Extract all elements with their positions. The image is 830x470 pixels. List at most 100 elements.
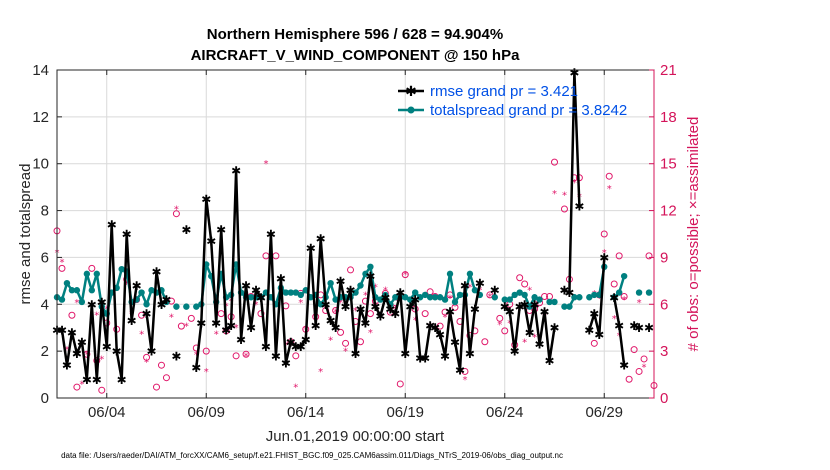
y-tick-label: 6 (41, 249, 49, 266)
rmse-point: ✱ (306, 242, 316, 256)
rmse-point: ✱ (72, 347, 82, 361)
rmse-point: ✱ (276, 272, 286, 286)
totalspread-point (133, 296, 140, 303)
rmse-point: ✱ (236, 333, 246, 347)
obs-assimilated-marker: * (642, 362, 647, 373)
obs-possible-marker (68, 311, 76, 319)
obs-possible-marker (516, 274, 524, 282)
obs-assimilated-marker: * (517, 290, 522, 301)
obs-assimilated-marker: * (144, 358, 149, 369)
rmse-point: ✱ (57, 324, 67, 338)
totalspread-point (58, 296, 66, 303)
totalspread-point (83, 270, 91, 278)
y-axis-ticks: 0 2 4 6 8 10 12 14 (32, 62, 62, 407)
totalspread-point (471, 287, 479, 294)
obs-assimilated-marker: * (313, 304, 318, 315)
obs-possible-marker (172, 210, 180, 218)
obs-assimilated-marker: * (263, 159, 268, 170)
rmse-point: ✱ (181, 223, 191, 237)
rmse-point: ✱ (246, 321, 256, 335)
obs-assimilated-marker: * (298, 298, 303, 309)
rmse-point: ✱ (589, 307, 599, 321)
x-tick-label: 06/29 (585, 404, 623, 421)
rmse-point: ✱ (619, 359, 629, 373)
rmse-point: ✱ (544, 354, 554, 368)
obs-possible-marker (496, 314, 504, 322)
obs-assimilated-marker: * (174, 205, 179, 216)
rmse-point: ✱ (390, 307, 400, 321)
y-tick-label: 12 (32, 109, 49, 126)
rmse-point: ✱ (341, 300, 351, 314)
rmse-point: ✱ (251, 284, 261, 298)
totalspread-point (327, 280, 334, 287)
totalspread-point (183, 303, 190, 310)
obs-assimilated-marker: * (373, 283, 378, 294)
totalspread-point (153, 289, 160, 296)
totalspread-point (407, 296, 414, 303)
totalspread-point (287, 289, 295, 296)
obs-possible-marker (98, 386, 106, 394)
rmse-point: ✱ (405, 300, 415, 314)
rmse-point: ✱ (365, 270, 375, 284)
rmse-point: ✱ (161, 293, 171, 307)
obs-assimilated-marker: * (229, 297, 234, 308)
rmse-point: ✱ (629, 319, 639, 333)
obs-assimilated-marker: * (124, 279, 129, 290)
obs-assimilated-marker: * (497, 320, 502, 331)
obs-assimilated-marker: * (139, 329, 144, 340)
obs-assimilated-marker: * (293, 383, 298, 394)
x-axis-ticks: 06/04 06/09 06/14 06/19 06/24 06/29 (88, 70, 623, 421)
obs-assimilated-marker: * (74, 298, 79, 309)
series-layer: ✱✱✱✱✱✱✱✱✱✱✱✱✱✱✱✱✱✱✱✱✱✱✱✱✱✱✱✱✱✱✱✱✱✱✱✱✱✱✱✱… (52, 66, 654, 387)
rmse-point: ✱ (281, 356, 291, 370)
obs-assimilated-marker: * (637, 298, 642, 309)
obs-assimilated-marker: * (194, 350, 199, 361)
rmse-point: ✱ (127, 314, 137, 328)
totalspread-point (352, 289, 359, 296)
totalspread-point (362, 270, 369, 278)
x-tick-label: 06/09 (187, 404, 225, 421)
y2-tick-label: 12 (660, 203, 677, 220)
totalspread-point (516, 289, 523, 296)
rmse-point: ✱ (256, 291, 266, 305)
obs-possible-marker (157, 361, 165, 369)
rmse-point: ✱ (117, 373, 127, 387)
obs-assimilated-marker: * (428, 322, 433, 333)
rmse-point: ✱ (450, 335, 460, 349)
totalspread-point (441, 296, 449, 303)
rmse-point: ✱ (490, 284, 500, 298)
obs-possible-marker (232, 352, 240, 360)
legend-spread-label: totalspread grand pr = 3.8242 (430, 102, 627, 119)
rmse-point: ✱ (296, 340, 306, 354)
obs-possible-marker (396, 380, 404, 388)
obs-assimilated-marker: * (368, 328, 373, 339)
obs-assimilated-marker: * (443, 312, 448, 323)
obs-assimilated-marker: * (318, 367, 323, 378)
y2-tick-label: 9 (660, 249, 668, 266)
totalspread-point (113, 284, 120, 292)
obs-assimilated-marker: * (522, 337, 527, 348)
obs-assimilated-marker: * (612, 314, 617, 325)
totalspread-point (282, 289, 290, 296)
totalspread-point (566, 303, 573, 310)
totalspread-point (163, 298, 170, 306)
rmse-point: ✱ (594, 328, 604, 342)
obs-possible-marker (287, 338, 295, 346)
totalspread-point (88, 287, 96, 294)
totalspread-point (73, 287, 81, 294)
obs-possible-marker (600, 230, 608, 238)
rmse-point: ✱ (460, 279, 470, 293)
legend-rmse-label: rmse grand pr = 3.421 (430, 83, 578, 100)
totalspread-point (193, 303, 200, 310)
obs-assimilated-marker: * (572, 178, 577, 189)
rmse-point: ✱ (321, 298, 331, 312)
obs-possible-marker (456, 317, 464, 325)
obs-possible-marker (342, 339, 350, 347)
rmse-point: ✱ (470, 302, 480, 316)
totalspread-point (635, 289, 643, 296)
rmse-point: ✱ (146, 345, 156, 359)
totalspread-point (412, 289, 419, 296)
obs-possible-marker (202, 347, 210, 355)
rmse-point: ✱ (266, 228, 276, 242)
obs-assimilated-marker: * (577, 192, 582, 203)
